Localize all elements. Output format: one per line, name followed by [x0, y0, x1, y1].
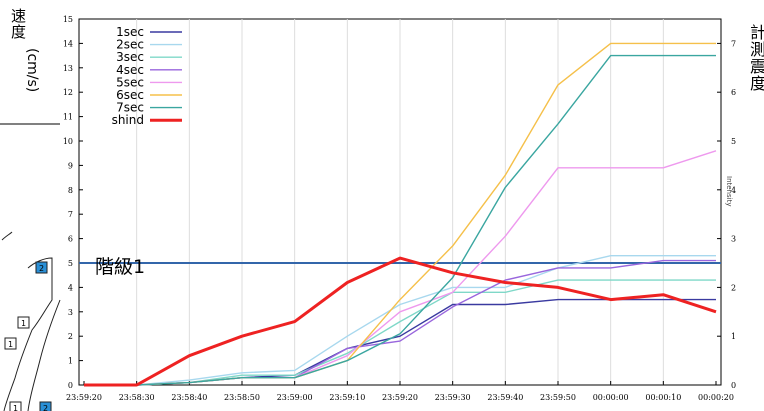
x-tick-label: 23:59:10	[329, 393, 365, 402]
legend-label-shind: shind	[112, 113, 144, 127]
y-tick-label: 7	[68, 210, 73, 219]
y-tick-label: 10	[63, 137, 73, 146]
map-marker	[39, 401, 52, 411]
level-annotation: 階級1	[95, 256, 146, 278]
y2-tick-label: 1	[731, 332, 736, 341]
map-markers: 2 1 1 1 2	[4, 261, 52, 411]
x-tick-label: 00:00:20	[698, 393, 734, 402]
y2-tick-label: 4	[731, 186, 736, 195]
y-tick-label: 9	[68, 161, 73, 170]
y-tick-label: 11	[63, 113, 73, 122]
y2-tick-label: 2	[731, 283, 736, 292]
legend-label-1sec: 1sec	[116, 25, 144, 39]
y2-tick-label: 5	[731, 137, 736, 146]
y-tick-label: 13	[63, 64, 73, 73]
map-marker	[9, 401, 22, 411]
y2-tick-label: 0	[731, 381, 736, 390]
series-line-2sec	[84, 254, 716, 386]
x-tick-label: 00:00:00	[593, 393, 629, 402]
gridlines	[136, 19, 664, 385]
map-marker-label: 2	[39, 264, 44, 273]
map-marker-label: 1	[8, 340, 13, 349]
y2-tick-label: 7	[731, 39, 736, 48]
y-tick-label: 0	[68, 381, 73, 390]
legend-label-7sec: 7sec	[116, 101, 144, 115]
y-tick-label: 15	[63, 15, 73, 24]
right-axis-small-label: Intensity	[725, 176, 733, 207]
x-tick-label: 23:59:30	[435, 393, 471, 402]
x-tick-label: 23:58:50	[224, 393, 260, 402]
y-tick-label: 1	[68, 357, 73, 366]
x-tick-label: 23:58:40	[171, 393, 207, 402]
y-tick-label: 6	[68, 235, 73, 244]
y-tick-label: 3	[68, 308, 73, 317]
y2-axis-ticks: 0 1 2 3 4 5 6 7	[717, 39, 736, 390]
y2-tick-label: 3	[731, 235, 736, 244]
x-tick-label: 23:59:20	[382, 393, 418, 402]
left-axis-unit: (cm/s)	[24, 48, 40, 93]
map-marker	[35, 261, 48, 274]
x-tick-label: 23:58:30	[119, 393, 155, 402]
map-marker-label: 1	[13, 404, 18, 411]
x-tick-label: 00:00:10	[645, 393, 681, 402]
y-tick-label: 2	[68, 332, 73, 341]
map-marker-label: 2	[43, 404, 48, 411]
map-marker	[17, 316, 30, 329]
x-tick-label: 23:59:40	[487, 393, 523, 402]
legend-label-6sec: 6sec	[116, 88, 144, 102]
y-tick-label: 4	[68, 283, 73, 292]
y-tick-label: 5	[68, 259, 73, 268]
legend-label-5sec: 5sec	[116, 75, 144, 89]
right-axis-title: 計測震度	[747, 24, 764, 92]
y-tick-label: 12	[63, 88, 73, 97]
legend-label-4sec: 4sec	[116, 63, 144, 77]
x-tick-label: 23:59:00	[277, 393, 313, 402]
x-tick-label: 23:59:20	[66, 393, 102, 402]
x-tick-label: 23:59:50	[540, 393, 576, 402]
legend-label-2sec: 2sec	[116, 38, 144, 52]
series-line-shind	[84, 256, 717, 387]
map-marker-label: 1	[21, 319, 26, 328]
y-tick-label: 8	[68, 186, 73, 195]
y2-tick-label: 6	[731, 88, 736, 97]
y-tick-label: 14	[63, 39, 73, 48]
legend-label-3sec: 3sec	[116, 50, 144, 64]
map-marker	[4, 337, 17, 350]
left-axis-title: 速度	[9, 8, 27, 40]
x-axis-ticks: 23:59:20 23:58:30 23:58:40 23:58:50 23:59:00…	[66, 381, 734, 402]
map-fragment	[0, 123, 61, 411]
series-line-7sec	[84, 54, 716, 386]
series-lines	[84, 42, 717, 387]
